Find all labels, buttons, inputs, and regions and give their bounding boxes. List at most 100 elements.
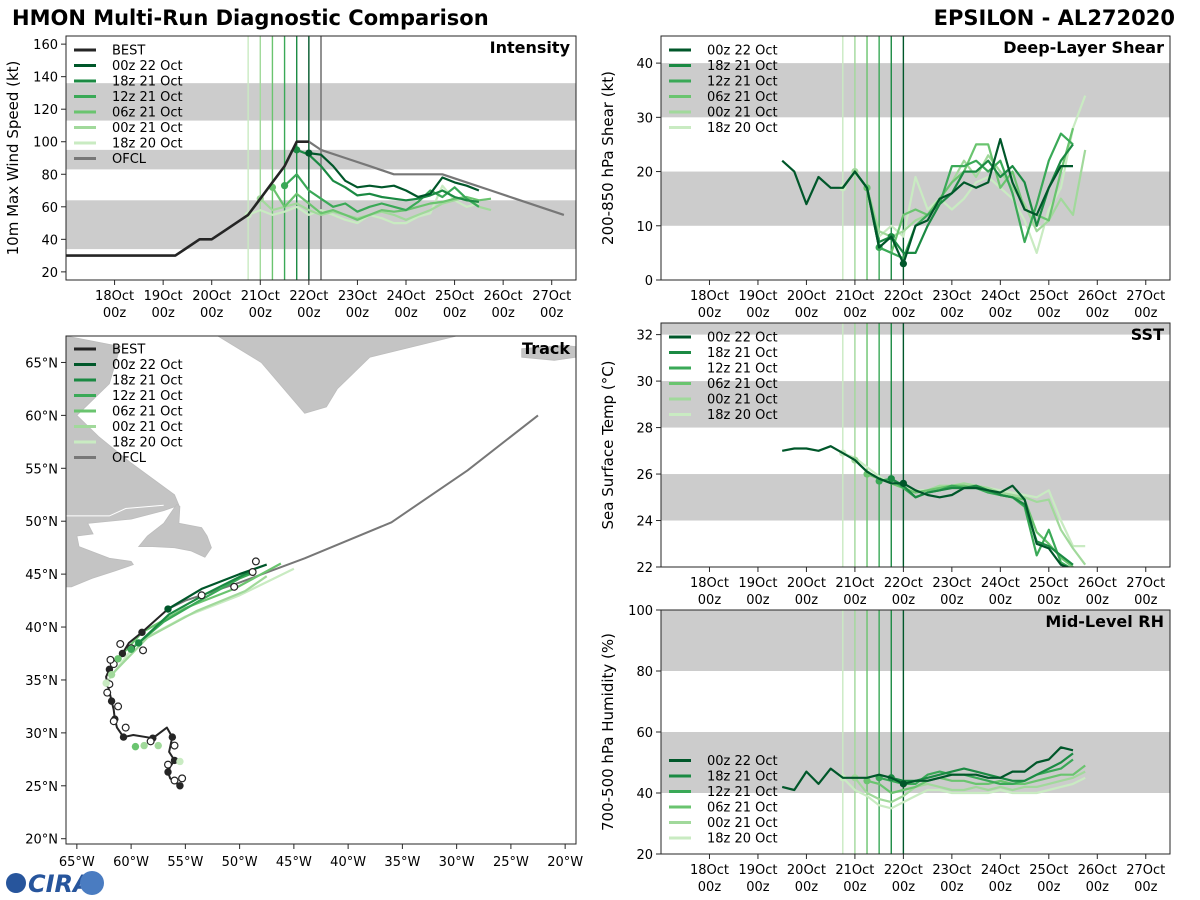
track-xtick-label: 60°W (113, 855, 149, 870)
track-init-marker-06z-21-oct (114, 655, 122, 663)
track-xtick-label: 30°W (439, 855, 475, 870)
rh-xtick-label-hour: 00z (843, 880, 867, 895)
sst-xtick-label-date: 18Oct (690, 576, 729, 591)
rh-xtick-label-date: 18Oct (690, 863, 729, 878)
intensity-xtick-label-hour: 00z (346, 306, 370, 321)
track-00z-marker (146, 737, 155, 746)
shear-legend-label-06z-21-oct: 06z 21 Oct (707, 90, 778, 105)
rh-ytick-label: 20 (636, 848, 653, 863)
rh-ytick-label: 60 (636, 726, 653, 741)
track-ytick-label: 45°N (25, 568, 58, 583)
intensity-ylabel: 10m Max Wind Speed (kt) (4, 61, 22, 256)
cira-logo: CIRA (6, 870, 104, 898)
track-00z-marker (170, 776, 179, 785)
track-init-marker-18z-20-oct (102, 679, 110, 687)
intensity-ytick-label: 120 (33, 103, 58, 118)
sst-xtick-label-hour: 00z (795, 593, 819, 608)
sst-xtick-label-date: 19Oct (738, 576, 777, 591)
shear-xtick-label-hour: 00z (698, 306, 722, 321)
intensity-title: Intensity (490, 38, 571, 57)
track-xtick-label: 55°W (167, 855, 203, 870)
intensity-series-18z-21-oct (296, 148, 480, 203)
shear-xtick-label-hour: 00z (1037, 306, 1061, 321)
track-init-marker-18z-21-oct (135, 639, 143, 647)
rh-xtick-label-date: 23Oct (932, 863, 971, 878)
track-00z-marker (197, 591, 206, 600)
rh-ytick-label: 100 (628, 604, 653, 619)
rh-ylabel: 700-500 hPa Humidity (%) (599, 633, 617, 831)
sst-xtick-label-hour: 00z (940, 593, 964, 608)
shear-ytick-label: 10 (636, 220, 653, 235)
track-ytick-label: 30°N (25, 727, 58, 742)
shear-init-marker-00z-22-oct (899, 260, 907, 268)
intensity-series-00z-22-oct (308, 152, 480, 199)
shear-xtick-label-hour: 00z (892, 306, 916, 321)
track-legend-label-ofcl: OFCL (112, 451, 147, 466)
shear-legend-label-18z-20-oct: 18z 20 Oct (707, 121, 778, 136)
shear-xtick-label-hour: 00z (1086, 306, 1110, 321)
rh-series-18z-20-oct (842, 776, 1086, 810)
rh-title: Mid-Level RH (1045, 612, 1164, 631)
track-series-ofcl (167, 414, 539, 610)
track-ytick-label: 65°N (25, 356, 58, 371)
sst-series-18z-21-oct (890, 477, 1074, 566)
track-legend-label-00z-21-oct: 00z 21 Oct (112, 420, 183, 435)
sst-band-2 (661, 323, 1170, 335)
track-00z-marker (116, 639, 125, 648)
track-xtick-label: 45°W (276, 855, 312, 870)
track-00z-marker (121, 723, 130, 732)
intensity-ytick-label: 60 (41, 201, 58, 216)
sst-init-marker-00z-22-oct (899, 479, 907, 487)
storm-title: EPSILON - AL272020 (934, 6, 1175, 30)
sst-xtick-label-hour: 00z (1134, 593, 1158, 608)
sst-legend-label-12z-21-oct: 12z 21 Oct (707, 362, 778, 377)
intensity-xtick-label-date: 21Oct (241, 289, 280, 304)
sst-legend-label-06z-21-oct: 06z 21 Oct (707, 377, 778, 392)
rh-legend-label-00z-21-oct: 00z 21 Oct (707, 816, 778, 831)
rh-xtick-label-date: 21Oct (835, 863, 874, 878)
track-init-marker-00z-22-oct (164, 605, 172, 613)
intensity-ytick-label: 40 (41, 233, 58, 248)
landmass-newfoundland (137, 503, 212, 558)
sst-xtick-label-hour: 00z (698, 593, 722, 608)
track-series-18z-20-oct (105, 567, 295, 684)
track-00z-marker (114, 702, 123, 711)
rh-ytick-label: 80 (636, 665, 653, 680)
intensity-init-marker-00z-22-oct (305, 149, 313, 157)
rh-xtick-label-date: 20Oct (787, 863, 826, 878)
intensity-xtick-label-hour: 00z (540, 306, 564, 321)
sst-init-marker-18z-21-oct (887, 475, 895, 483)
shear-legend-label-18z-21-oct: 18z 21 Oct (707, 59, 778, 74)
track-ytick-label: 50°N (25, 515, 58, 530)
shear-ylabel: 200-850 hPa Shear (kt) (599, 71, 617, 245)
rh-xtick-label-date: 25Oct (1029, 863, 1068, 878)
track-xtick-label: 50°W (222, 855, 258, 870)
sst-panel: 22 24 26 28 30 32 18Oct 00z 19Oct 00z 20Oct 00z 21Oc… (599, 322, 1171, 608)
sst-legend-label-00z-22-oct: 00z 22 Oct (707, 331, 778, 346)
track-ytick-label: 25°N (25, 780, 58, 795)
rh-legend-label-18z-20-oct: 18z 20 Oct (707, 832, 778, 847)
logo-swirl-icon (80, 871, 104, 895)
rh-xtick-label-hour: 00z (1037, 880, 1061, 895)
sst-ytick-label: 30 (636, 375, 653, 390)
rh-legend-label-00z-22-oct: 00z 22 Oct (707, 754, 778, 769)
rh-series-00z-21-oct (854, 770, 1086, 804)
shear-plot-area (781, 36, 1087, 280)
shear-xtick-label-hour: 00z (1134, 306, 1158, 321)
intensity-xtick-label-hour: 00z (103, 306, 127, 321)
track-map-area (66, 336, 576, 790)
track-legend-label-06z-21-oct: 06z 21 Oct (112, 405, 183, 420)
intensity-frame (65, 35, 577, 281)
shear-ytick-label: 30 (636, 111, 653, 126)
intensity-legend-label-06z-21-oct: 06z 21 Oct (112, 106, 183, 121)
rh-legend-label-12z-21-oct: 12z 21 Oct (707, 785, 778, 800)
intensity-xtick-label-date: 18Oct (95, 289, 134, 304)
sst-title: SST (1131, 325, 1164, 344)
shear-band-1 (661, 63, 1170, 118)
sst-xtick-label-date: 23Oct (932, 576, 971, 591)
best-track-marker (119, 733, 128, 741)
track-xtick-label: 40°W (330, 855, 366, 870)
shear-xtick-label-date: 21Oct (835, 289, 874, 304)
track-ytick-label: 60°N (25, 409, 58, 424)
